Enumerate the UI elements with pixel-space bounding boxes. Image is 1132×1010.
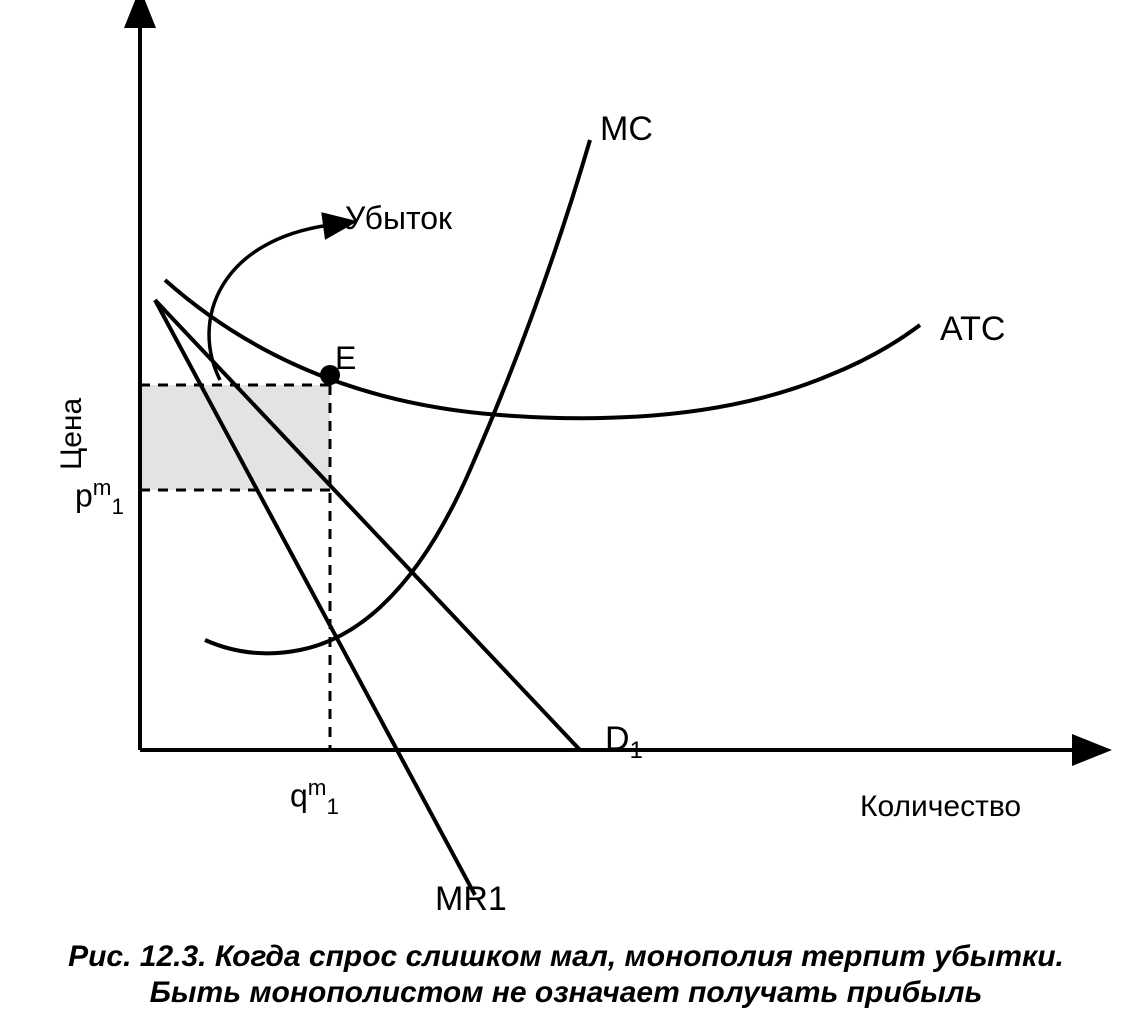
chart-svg [0,0,1132,1005]
mr1-label: MR1 [435,880,507,919]
caption-line1: Рис. 12.3. Когда спрос слишком мал, моно… [0,940,1132,974]
quantity-label: qm1 [290,775,339,820]
atc-label: ATC [940,310,1005,349]
loss-label: Убыток [345,200,452,237]
mc-label: MC [600,110,653,149]
chart-container: Цена Количество MC ATC D1 MR1 E Убыток p… [0,0,1132,1005]
point-e-label: E [335,340,356,377]
price-label: pm1 [75,475,124,520]
y-axis-label: Цена [55,398,89,470]
d1-label: D1 [605,720,643,765]
x-axis-label: Количество [860,790,1021,824]
